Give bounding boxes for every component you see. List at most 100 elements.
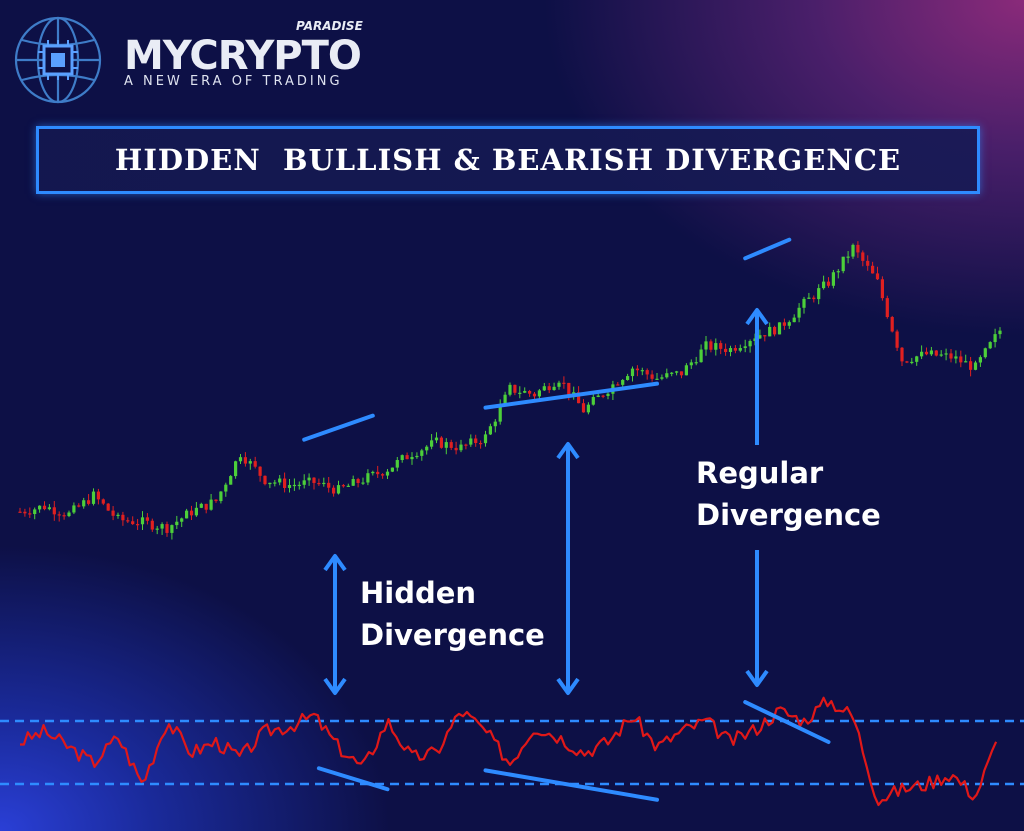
- candle-body: [567, 382, 571, 395]
- candle-body: [709, 341, 713, 350]
- candle-body: [430, 440, 434, 447]
- candle-body: [983, 348, 987, 358]
- candle-body: [155, 528, 159, 530]
- candle-body: [101, 499, 105, 504]
- candle-body: [920, 351, 924, 357]
- candle-body: [626, 376, 630, 380]
- hidden-arrow-2-head-bottom: [556, 677, 580, 695]
- candle-body: [929, 350, 933, 355]
- candle-body: [679, 371, 684, 376]
- candle-body: [969, 361, 973, 370]
- candle-body: [165, 524, 169, 533]
- candle-body: [381, 474, 385, 476]
- candle-body: [498, 405, 502, 422]
- candle-body: [209, 499, 213, 510]
- candle-body: [934, 350, 938, 356]
- candle-body: [229, 476, 233, 485]
- candle-body: [234, 461, 238, 477]
- candle-body: [425, 446, 429, 451]
- brand-logo: PARADISE MYCRYPTO A NEW ERA OF TRADING: [10, 10, 370, 110]
- candle-body: [67, 512, 71, 517]
- candle-body: [449, 442, 453, 448]
- candle-body: [189, 510, 194, 516]
- globe-chip-icon: [14, 16, 102, 104]
- price-divergence-line-2: [743, 237, 792, 261]
- candle-body: [973, 362, 978, 370]
- candle-body: [273, 482, 277, 484]
- hidden-arrow-1-head-top: [323, 554, 347, 572]
- candle-body: [508, 384, 512, 395]
- candle-body: [371, 471, 375, 474]
- candle-body: [327, 482, 331, 488]
- candle-body: [302, 480, 306, 485]
- brand-subtitle: PARADISE: [296, 19, 363, 33]
- hidden-divergence-label: Hidden Divergence: [360, 572, 545, 656]
- candle-body: [665, 373, 669, 378]
- candle-body: [871, 265, 875, 274]
- candle-body: [42, 505, 47, 510]
- candle-body: [126, 520, 130, 522]
- candle-body: [131, 521, 135, 525]
- candle-body: [861, 252, 865, 261]
- candle-body: [826, 281, 831, 286]
- candle-body: [645, 370, 649, 375]
- candle-body: [415, 455, 419, 458]
- candle-body: [420, 450, 424, 456]
- candle-body: [160, 524, 164, 529]
- candle-body: [635, 368, 639, 371]
- candle-body: [434, 437, 439, 441]
- regular-label-line2: Divergence: [696, 498, 881, 532]
- candle-body: [62, 515, 66, 517]
- candle-body: [890, 317, 894, 332]
- candle-body: [915, 356, 919, 362]
- candle-body: [537, 390, 541, 397]
- candle-body: [91, 491, 96, 504]
- candle-body: [949, 353, 953, 359]
- candle-body: [312, 477, 316, 483]
- candle-body: [944, 353, 948, 355]
- candle-body: [317, 482, 321, 485]
- candle-body: [454, 447, 458, 451]
- candle-body: [204, 503, 208, 510]
- candle-body: [606, 393, 610, 396]
- candle-body: [895, 331, 899, 348]
- candle-body: [822, 281, 826, 289]
- candle-body: [493, 421, 497, 427]
- candle-body: [542, 386, 546, 391]
- candle-body: [924, 351, 929, 355]
- candle-body: [356, 479, 360, 483]
- price-divergence-line-0: [302, 413, 375, 442]
- candle-body: [444, 442, 448, 448]
- candle-body: [640, 370, 644, 372]
- candle-body: [263, 475, 267, 485]
- candle-body: [978, 357, 982, 363]
- candle-body: [268, 482, 272, 485]
- candle-body: [405, 455, 409, 460]
- brand-name: MYCRYPTO: [124, 33, 362, 79]
- candle-body: [689, 362, 693, 366]
- candle-body: [939, 354, 943, 356]
- candle-body: [523, 390, 527, 393]
- candle-body: [728, 348, 733, 352]
- candle-body: [875, 273, 880, 280]
- candle-body: [28, 513, 32, 515]
- candle-body: [23, 511, 27, 514]
- candle-body: [552, 386, 556, 391]
- oscillator-divergence-line-1: [483, 768, 659, 802]
- candle-body: [777, 322, 782, 335]
- candle-body: [77, 505, 81, 507]
- candle-body: [787, 322, 791, 326]
- candle-body: [145, 517, 149, 521]
- candle-body: [616, 384, 620, 386]
- candle-body: [322, 482, 326, 485]
- candle-body: [395, 460, 399, 468]
- candle-body: [581, 403, 586, 413]
- candle-body: [219, 491, 223, 502]
- candle-body: [763, 335, 767, 337]
- candle-body: [258, 466, 262, 476]
- candle-body: [797, 307, 801, 318]
- oscillator-divergence-line-0: [316, 766, 390, 792]
- chart-title: HIDDEN BULLISH & BEARISH DIVERGENCE: [114, 143, 902, 177]
- candle-body: [802, 298, 806, 308]
- candle-body: [704, 341, 708, 350]
